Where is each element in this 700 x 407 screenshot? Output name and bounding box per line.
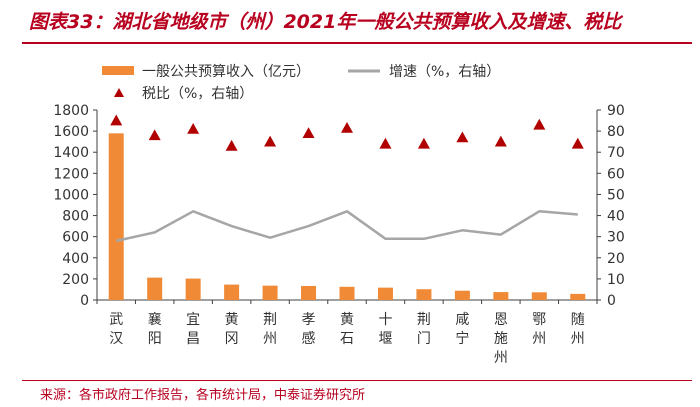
bar-series <box>108 133 586 300</box>
right-tick-label: 60 <box>607 166 625 182</box>
bar-襄阳 <box>147 277 163 300</box>
marker-荆门 <box>417 137 430 149</box>
x-label-黄冈: 黄冈 <box>225 311 239 347</box>
legend-label-marker: 税比（%，右轴） <box>142 86 253 102</box>
x-label-荆州: 荆州 <box>263 312 277 347</box>
line-series <box>115 210 578 243</box>
marker-十堰 <box>379 137 392 149</box>
bar-恩施州 <box>493 292 509 300</box>
legend-swatch-bar <box>102 66 134 75</box>
x-label-恩施州: 恩施州 <box>494 312 508 366</box>
right-tick-label: 80 <box>607 124 625 140</box>
x-label-襄阳: 襄阳 <box>148 312 162 347</box>
bar-宜昌 <box>185 278 201 300</box>
bar-随州 <box>570 293 586 300</box>
left-tick-label: 0 <box>80 293 89 309</box>
right-tick-label: 0 <box>607 293 616 309</box>
bar-咸宁 <box>454 290 470 300</box>
marker-武汉 <box>110 114 123 126</box>
legend-label-bar: 一般公共预算收入（亿元） <box>142 64 310 80</box>
source-note: 来源：各市政府工作报告，各市统计局，中泰证券研究所 <box>40 388 366 403</box>
left-tick-label: 600 <box>62 230 89 246</box>
x-label-十堰: 十堰 <box>378 312 392 347</box>
marker-黄冈 <box>225 139 238 151</box>
x-label-宜昌: 宜昌 <box>186 312 200 347</box>
left-tick-label: 1400 <box>53 145 89 161</box>
bar-孝感 <box>301 285 317 300</box>
x-label-随州: 随州 <box>571 312 585 347</box>
bar-武汉 <box>108 133 124 300</box>
bar-黄冈 <box>224 284 240 300</box>
marker-荆州 <box>264 135 277 147</box>
bar-荆门 <box>416 289 432 300</box>
x-label-黄石: 黄石 <box>340 311 354 347</box>
chart: 一般公共预算收入（亿元） 增速（%，右轴）税比（%，右轴） 02004006008… <box>53 64 624 366</box>
x-label-咸宁: 咸宁 <box>455 312 469 347</box>
marker-孝感 <box>302 127 315 139</box>
right-tick-label: 40 <box>607 209 625 225</box>
right-tick-label: 50 <box>607 187 625 203</box>
legend-label-line: 增速（%，右轴） <box>389 64 500 80</box>
marker-宜昌 <box>187 123 200 134</box>
left-tick-label: 1800 <box>53 103 89 119</box>
right-tick-label: 30 <box>607 230 625 246</box>
marker-襄阳 <box>148 129 161 141</box>
right-tick-label: 90 <box>607 103 625 119</box>
marker-鄂州 <box>533 118 546 130</box>
x-label-鄂州: 鄂州 <box>532 312 546 347</box>
marker-咸宁 <box>456 131 469 143</box>
x-label-荆门: 荆门 <box>417 312 431 347</box>
marker-series <box>110 114 584 151</box>
title-divider <box>22 42 692 44</box>
left-tick-label: 400 <box>62 251 89 267</box>
bar-鄂州 <box>531 292 547 300</box>
axes: 0 200 400 600 800 1000 1200 1400 1600 1800 0 10 20 30… <box>53 103 624 309</box>
legend: 一般公共预算收入（亿元） 增速（%，右轴） 税比（%，右轴） <box>102 64 500 102</box>
marker-随州 <box>571 137 584 149</box>
legend-swatch-marker <box>114 88 124 97</box>
bar-荆州 <box>262 285 278 300</box>
x-label-孝感: 孝感 <box>302 312 316 347</box>
left-tick-label: 200 <box>62 272 89 288</box>
chart-title: 图表33：湖北省地级市（州）2021年一般公共预算收入及增速、税比 <box>29 11 622 33</box>
right-tick-label: 20 <box>607 251 625 267</box>
bar-十堰 <box>377 287 393 300</box>
right-tick-label: 10 <box>607 272 625 288</box>
growth-line <box>115 210 578 243</box>
marker-黄石 <box>341 121 353 133</box>
right-tick-label: 70 <box>607 145 625 161</box>
left-tick-label: 800 <box>62 209 89 225</box>
left-tick-label: 1600 <box>53 124 89 140</box>
left-tick-label: 1200 <box>53 166 89 182</box>
x-label-武汉: 武汉 <box>109 312 123 347</box>
marker-恩施州 <box>494 135 507 147</box>
bar-黄石 <box>339 286 355 300</box>
footer-divider <box>22 380 692 381</box>
left-tick-label: 1000 <box>53 187 89 203</box>
